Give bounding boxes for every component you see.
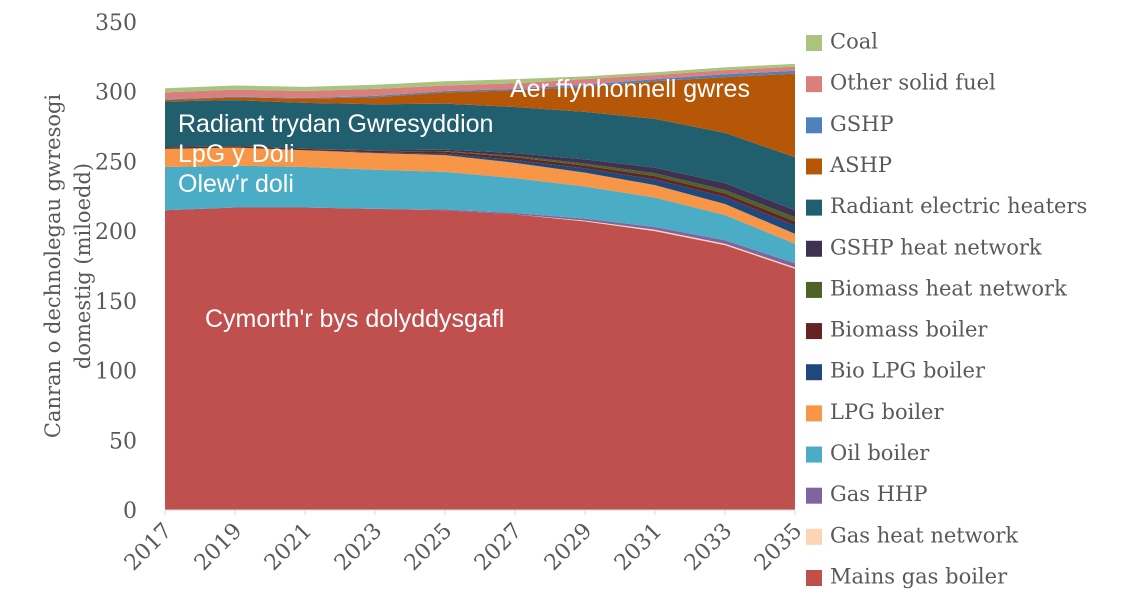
legend-label: GSHP heat network [830,235,1042,259]
x-tick-label: 2031 [610,519,667,576]
y-axis-label-line: Canran o dechnolegau gwresogi [41,94,65,439]
legend-swatch [806,76,822,93]
area [165,73,795,158]
area [165,70,795,101]
legend-swatch [806,323,822,340]
legend-swatch [806,364,822,381]
annotation: Cymorth'r bys dolyddysgafl [205,305,504,333]
legend-swatch [806,117,822,134]
y-tick-label: 250 [95,150,137,175]
legend-swatch [806,199,822,216]
legend-swatch [806,35,822,51]
area [165,165,795,264]
y-tick-label: 300 [95,81,137,106]
x-tick-label: 2017 [120,519,177,576]
legend-label: Gas heat network [830,523,1018,547]
area [165,63,795,93]
x-tick-label: 2029 [540,519,597,576]
legend-label: Other solid fuel [830,71,996,95]
area [165,147,795,244]
annotation: Radiant trydan Gwresyddion [178,110,493,138]
legend-swatch [806,158,822,175]
x-tick-label: 2023 [330,519,387,576]
legend-label: Radiant electric heaters [830,194,1087,218]
legend-swatch [806,446,822,463]
y-tick-label: 150 [95,290,137,315]
legend-label: LPG boiler [830,400,944,424]
x-tick-label: 2019 [190,519,247,576]
area [165,66,795,100]
legend-label: Coal [830,30,878,54]
x-tick-label: 2025 [400,519,457,576]
legend-label: Oil boiler [830,441,930,465]
legend-label: Mains gas boiler [830,565,1008,589]
x-tick-label: 2021 [260,519,317,576]
y-tick-label: 100 [95,360,137,385]
x-tick-label: 2027 [470,519,527,576]
legend-swatch [806,240,822,257]
legend-swatch [806,487,822,504]
y-tick-label: 350 [95,11,137,36]
annotation: LpG y Doli [178,140,295,168]
annotation: Aer ffynhonnell gwres [510,75,750,103]
y-tick-label: 50 [109,429,137,454]
legend-swatch [806,405,822,422]
x-tick-label: 2035 [750,519,807,576]
y-tick-label: 200 [95,220,137,245]
legend-swatch [806,281,822,298]
y-axis-label-line: domestig (miloedd) [71,163,95,369]
legend-label: Gas HHP [830,482,928,506]
area [165,100,795,211]
area [165,207,795,510]
legend-label: Biomass heat network [830,276,1067,300]
legend-swatch [806,528,822,545]
legend-label: Bio LPG boiler [830,359,986,383]
x-tick-label: 2033 [680,519,737,576]
legend-label: Biomass boiler [830,318,988,342]
legend-label: ASHP [829,153,892,177]
y-axis-label: Canran o dechnolegau gwresogi domestig (… [41,94,95,439]
legend-label: GSHP [830,112,894,136]
legend-swatch [806,570,822,586]
y-tick-label: 0 [123,499,137,524]
annotation: Olew'r doli [178,170,294,198]
